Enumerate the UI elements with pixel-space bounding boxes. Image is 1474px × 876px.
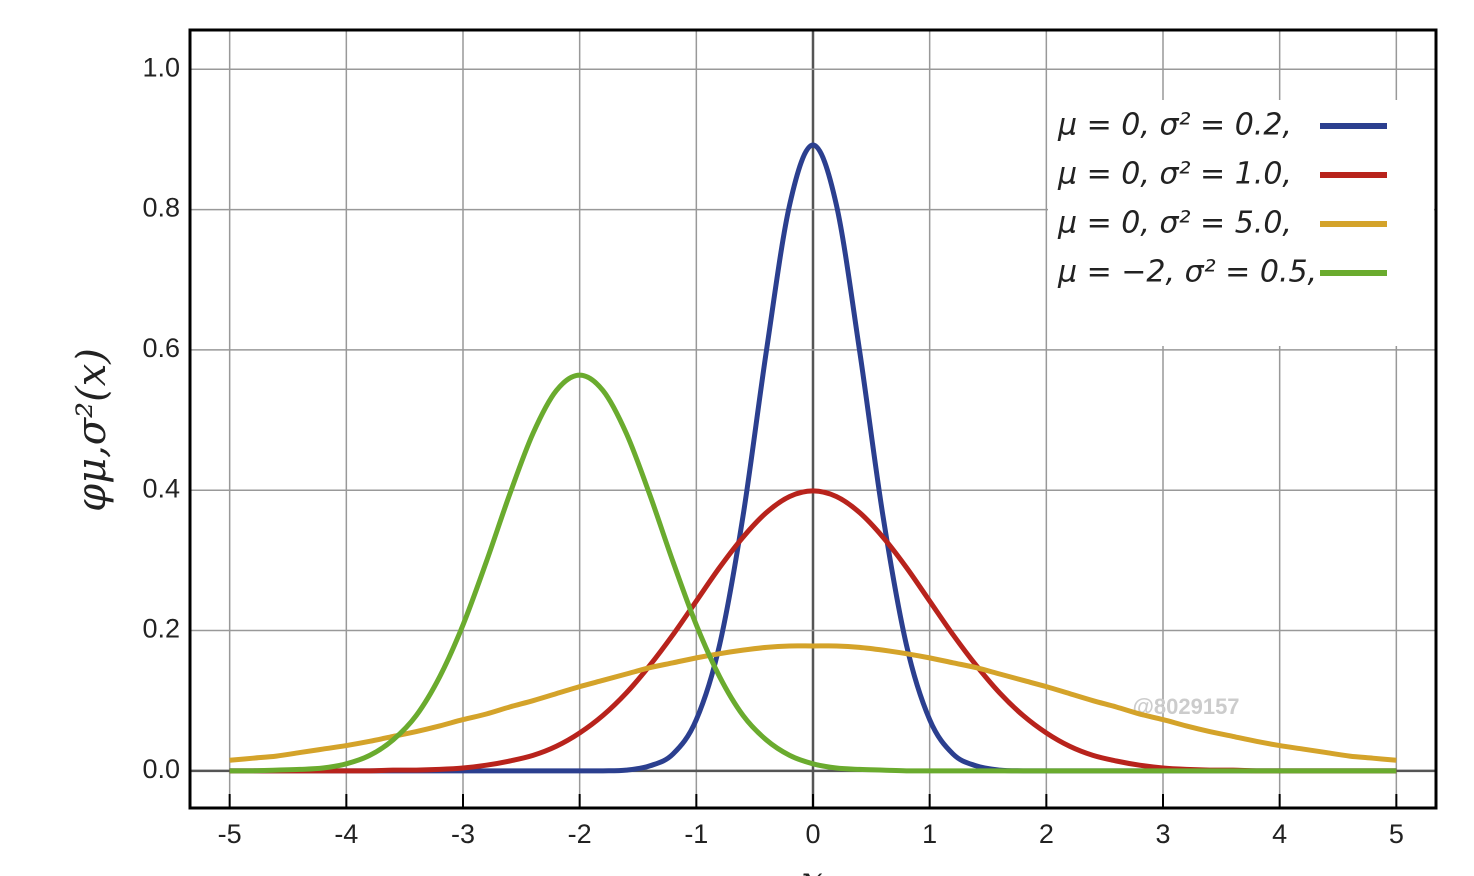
y-tick-label: 0.6 (142, 333, 180, 363)
x-tick-label: -2 (568, 819, 592, 849)
x-tick-label: 5 (1389, 819, 1404, 849)
x-tick-label: -4 (334, 819, 358, 849)
legend-label: μ = 0, σ² = 0.2, (1057, 108, 1292, 143)
x-tick-label: 3 (1155, 819, 1170, 849)
y-tick-label: 0.0 (142, 754, 180, 784)
x-tick-label: 4 (1272, 819, 1287, 849)
y-tick-label: 1.0 (142, 52, 180, 82)
y-tick-label: 0.8 (142, 193, 180, 223)
series-line (229, 643, 1397, 763)
x-tick-label: 1 (922, 819, 937, 849)
x-tick-label: 2 (1039, 819, 1054, 849)
legend-label: μ = 0, σ² = 5.0, (1057, 206, 1292, 241)
y-tick-label: 0.4 (142, 473, 180, 503)
x-tick-label: 0 (805, 819, 820, 849)
x-axis-label: x (801, 859, 822, 876)
legend-label: μ = 0, σ² = 1.0, (1057, 157, 1292, 192)
y-axis-label: φμ,σ²(x) (69, 348, 115, 512)
x-tick-label: -1 (684, 819, 708, 849)
frame (188, 28, 1438, 810)
series-line (229, 372, 1397, 774)
legend-label: μ = −2, σ² = 0.5, (1057, 255, 1317, 290)
y-tick-label: 0.2 (142, 614, 180, 644)
x-tick-label: -5 (218, 819, 242, 849)
x-tick-label: -3 (451, 819, 475, 849)
